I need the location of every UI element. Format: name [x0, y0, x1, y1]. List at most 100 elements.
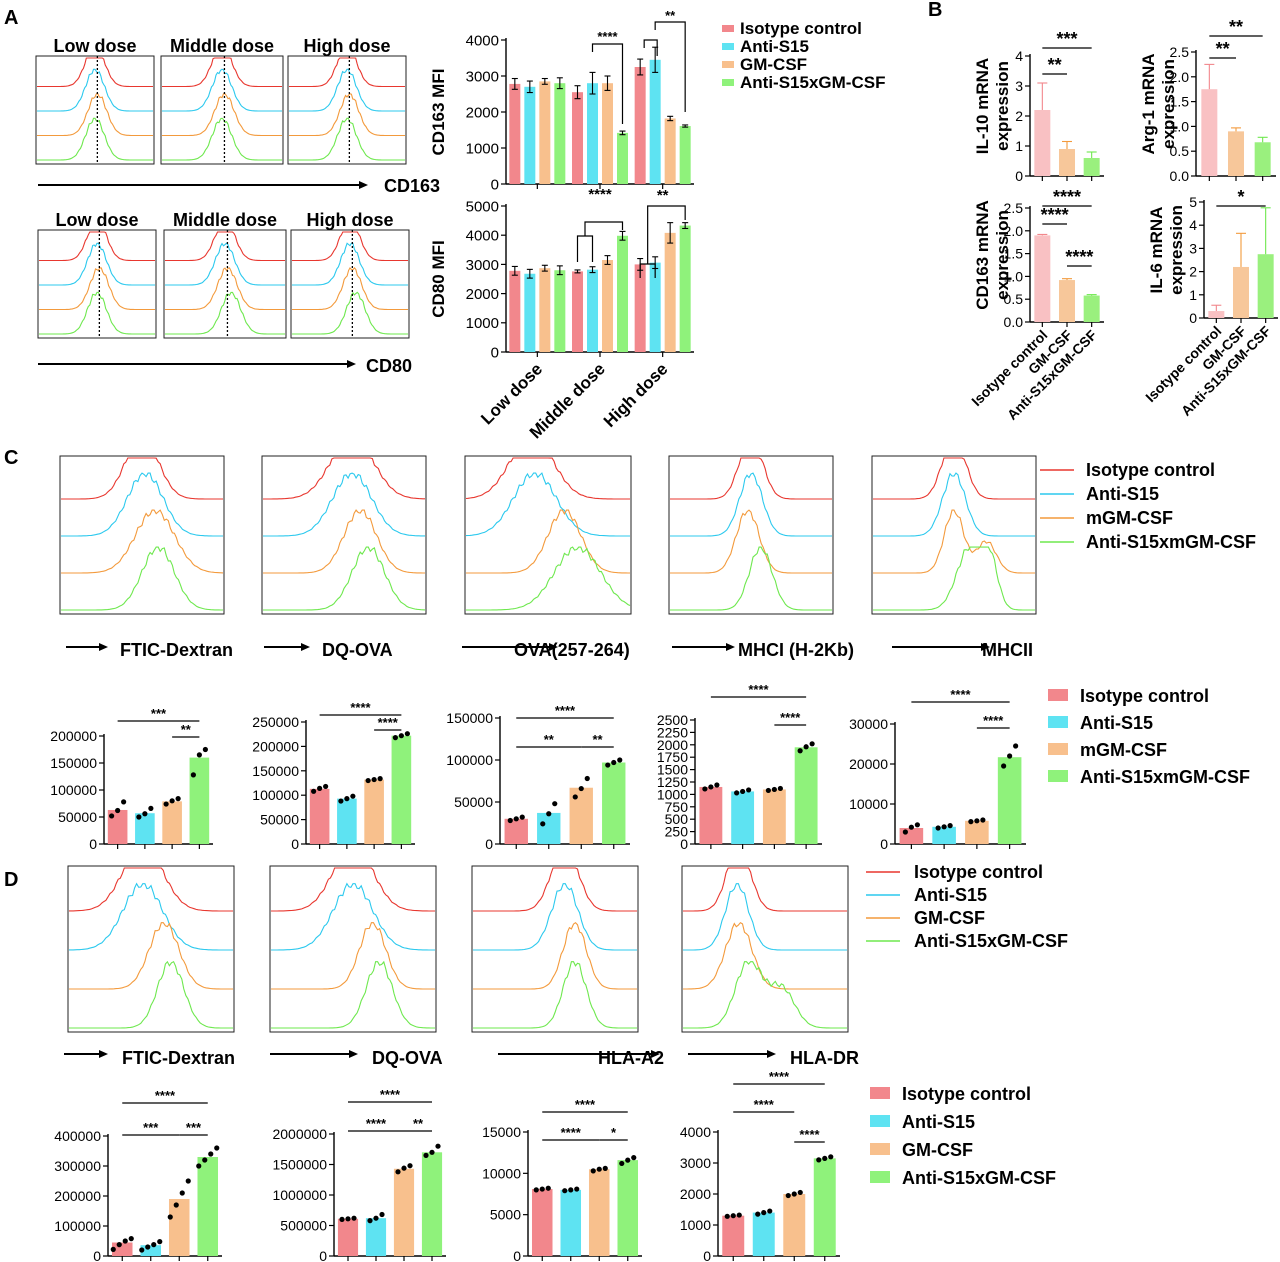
histogram-trace-2 — [165, 267, 285, 311]
marker-arrow-head — [981, 643, 990, 651]
data-point — [714, 782, 720, 788]
data-point — [377, 776, 383, 782]
data-point — [345, 1216, 351, 1222]
legend-label: mGM-CSF — [1080, 740, 1167, 760]
sig-bracket-label: **** — [1041, 205, 1069, 225]
sig-bracket-label: **** — [555, 703, 576, 718]
y-tick-label: 2000 — [680, 1186, 711, 1202]
data-point — [373, 1215, 379, 1221]
bar-1 — [1059, 149, 1075, 176]
sig-bracket-label: **** — [1065, 247, 1093, 267]
bar-1 — [1228, 131, 1244, 176]
y-tick-label: 4000 — [680, 1124, 711, 1140]
y-tick-label: 500 — [665, 811, 689, 827]
data-point — [578, 785, 584, 792]
y-axis-label: CD163 MFI — [429, 69, 448, 156]
data-point — [173, 1202, 179, 1208]
y-tick-label: 0 — [89, 836, 97, 852]
bar-0 — [572, 271, 583, 352]
y-tick-label: 1000 — [466, 315, 499, 332]
sig-bracket-label: ** — [544, 732, 555, 747]
histogram-trace-0 — [289, 57, 405, 88]
data-point — [941, 824, 947, 830]
bar-2 — [965, 820, 989, 844]
bar-3 — [679, 225, 691, 352]
sig-bracket-label: ** — [181, 722, 192, 737]
panel-label-b: B — [928, 0, 942, 21]
marker-label: DQ-OVA — [322, 640, 393, 660]
data-point — [771, 786, 777, 793]
y-tick-label: 200000 — [54, 1188, 101, 1204]
legend-label: Anti-S15xGM-CSF — [902, 1168, 1056, 1188]
legend-swatch — [722, 61, 734, 68]
bar-0 — [1201, 89, 1218, 176]
bar-2 — [783, 1194, 806, 1256]
marker-arrow-head — [767, 1050, 776, 1058]
histogram-trace-2 — [271, 922, 435, 990]
y-tick-label: 2.5 — [1004, 200, 1024, 216]
y-tick-label: 1500 — [657, 762, 688, 778]
data-point — [602, 1165, 608, 1171]
y-axis-label: Arg-1 mRNA — [1139, 53, 1158, 154]
y-tick-label: 30000 — [849, 716, 888, 732]
legend-label: Anti-S15 — [740, 37, 809, 56]
y-tick-label: 200000 — [50, 728, 97, 744]
histogram-trace-0 — [39, 231, 155, 262]
data-point — [902, 829, 908, 835]
axis-arrow-cd163-head — [359, 181, 368, 189]
sig-bracket-label: * — [611, 1125, 617, 1140]
data-point — [611, 759, 617, 766]
y-tick-label: 0.0 — [1004, 314, 1024, 330]
data-point — [540, 821, 546, 827]
y-axis-label: expression — [993, 61, 1012, 151]
histogram-trace-2 — [263, 509, 425, 574]
histogram-box — [163, 229, 287, 339]
sig-bracket-label: ** — [1216, 39, 1230, 59]
legend-label: Isotype control — [902, 1084, 1031, 1104]
data-point — [590, 1168, 596, 1174]
sig-bracket — [654, 21, 686, 112]
data-point — [755, 1211, 761, 1217]
legend-label: Anti-S15 — [902, 1112, 975, 1132]
y-tick-label: 3 — [1015, 78, 1023, 94]
marker-label: HLA-DR — [790, 1048, 859, 1068]
y-tick-label: 400000 — [54, 1128, 101, 1144]
bar-3 — [997, 757, 1022, 844]
sig-bracket-label: **** — [799, 1127, 820, 1142]
sig-bracket-label: **** — [780, 710, 801, 725]
y-tick-label: 500000 — [280, 1218, 327, 1234]
data-point — [980, 817, 986, 823]
y-tick-label: 5000 — [490, 1207, 521, 1223]
histogram-title: Middle dose — [170, 36, 274, 56]
bar-0 — [509, 270, 521, 352]
histogram-trace-0 — [69, 867, 233, 912]
y-tick-label: 0 — [491, 344, 499, 361]
histogram-trace-3 — [37, 117, 153, 161]
data-point — [167, 1214, 173, 1220]
legend-label: Anti-S15 — [914, 885, 987, 905]
panel-label-a: A — [4, 7, 18, 29]
data-point — [151, 1242, 157, 1248]
legend-swatch — [722, 79, 734, 86]
histogram-trace-2 — [670, 509, 832, 574]
sig-bracket-label: **** — [983, 713, 1004, 728]
y-tick-label: 2.0 — [1170, 69, 1190, 85]
histogram-trace-1 — [670, 472, 832, 537]
legend-label: Anti-S15 — [1080, 713, 1153, 733]
legend-swatch — [1048, 770, 1068, 782]
bar-3 — [617, 1160, 639, 1256]
histogram-box — [160, 55, 284, 165]
sig-bracket-label: ** — [1048, 55, 1062, 75]
data-point — [323, 783, 329, 790]
data-point — [533, 1187, 539, 1193]
histogram-trace-3 — [683, 961, 847, 1029]
data-point — [702, 786, 708, 792]
data-point — [574, 1186, 580, 1192]
axis-arrow-cd80-head — [347, 360, 356, 368]
data-point — [730, 1213, 736, 1219]
bar-3 — [794, 747, 818, 844]
legend-swatch — [1048, 716, 1068, 728]
bar-1 — [587, 83, 598, 184]
bar-3 — [391, 735, 412, 844]
data-point — [740, 788, 746, 795]
